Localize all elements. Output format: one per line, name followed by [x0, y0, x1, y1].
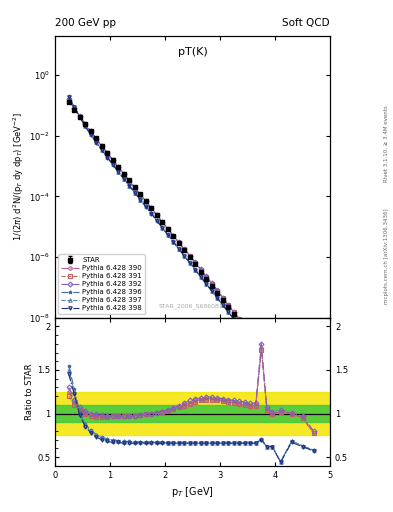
- Text: Soft QCD: Soft QCD: [283, 18, 330, 28]
- X-axis label: p$_{T}$ [GeV]: p$_{T}$ [GeV]: [171, 485, 214, 499]
- Text: pT(K): pT(K): [178, 47, 208, 57]
- Y-axis label: Ratio to STAR: Ratio to STAR: [25, 364, 34, 420]
- Text: mcplots.cern.ch [arXiv:1306.3436]: mcplots.cern.ch [arXiv:1306.3436]: [384, 208, 389, 304]
- Text: 200 GeV pp: 200 GeV pp: [55, 18, 116, 28]
- Legend: STAR, Pythia 6.428 390, Pythia 6.428 391, Pythia 6.428 392, Pythia 6.428 396, Py: STAR, Pythia 6.428 390, Pythia 6.428 391…: [59, 254, 145, 314]
- Text: STAR_2006_S6860818: STAR_2006_S6860818: [158, 304, 227, 309]
- Y-axis label: 1/(2$\pi$) d$^{2}$N/(p$_{T}$ dy dp$_{T}$) [GeV$^{-2}$]: 1/(2$\pi$) d$^{2}$N/(p$_{T}$ dy dp$_{T}$…: [12, 112, 26, 241]
- Text: Rivet 3.1.10, ≥ 3.4M events: Rivet 3.1.10, ≥ 3.4M events: [384, 105, 389, 182]
